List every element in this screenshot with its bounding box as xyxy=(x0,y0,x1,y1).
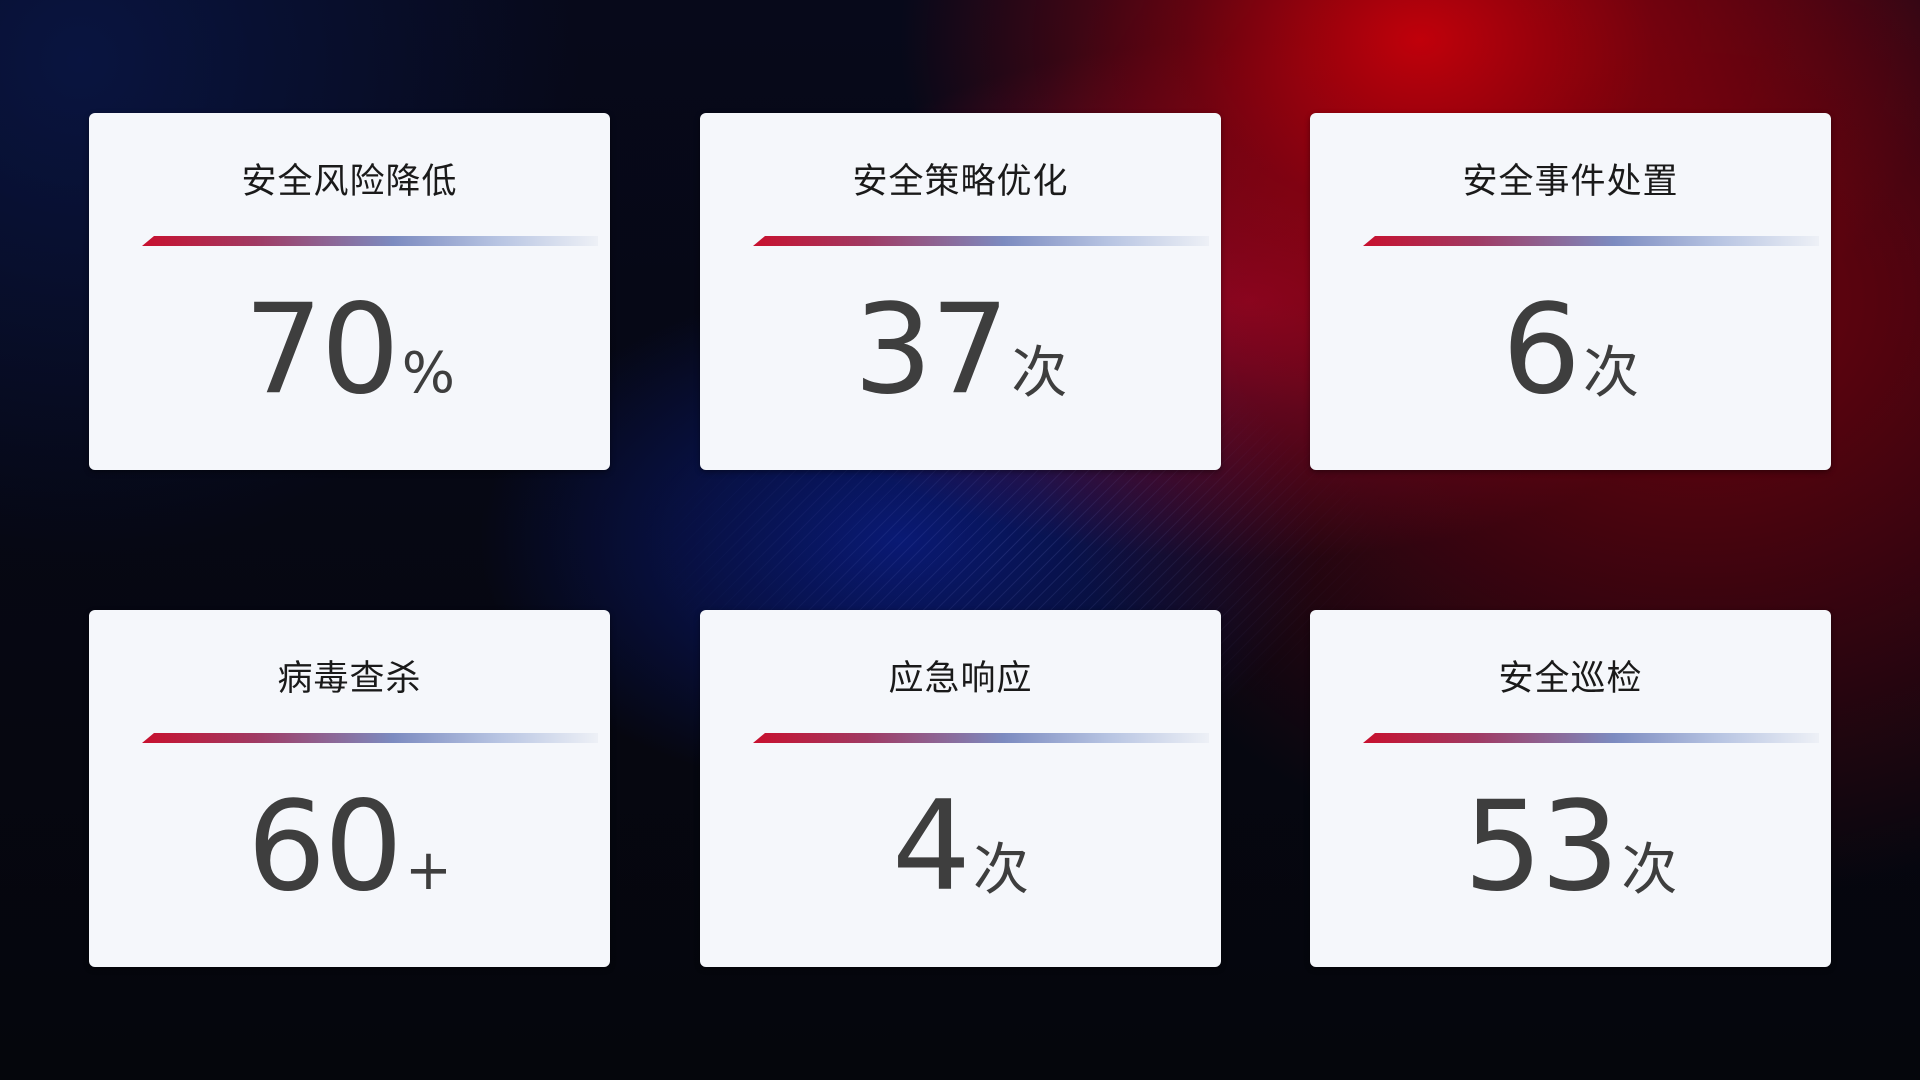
card-title: 应急响应 xyxy=(888,659,1033,699)
card-title: 安全策略优化 xyxy=(852,162,1069,202)
value-number: 60 xyxy=(247,775,403,919)
value-number: 4 xyxy=(892,775,971,919)
stat-card-security-inspection: 安全巡检 53次 xyxy=(1310,610,1831,967)
card-title: 安全事件处置 xyxy=(1462,162,1679,202)
gradient-divider xyxy=(1363,733,1819,743)
stat-card-risk-reduction: 安全风险降低 70% xyxy=(89,113,610,470)
gradient-divider xyxy=(1363,236,1819,246)
stat-card-incident-handling: 安全事件处置 6次 xyxy=(1310,113,1831,470)
value-unit: 次 xyxy=(1582,341,1639,406)
gradient-divider xyxy=(753,733,1209,743)
gradient-divider xyxy=(142,733,598,743)
value-number: 70 xyxy=(243,278,400,422)
value-number: 6 xyxy=(1502,278,1581,422)
stat-card-policy-optimization: 安全策略优化 37次 xyxy=(700,113,1221,470)
stat-card-emergency-response: 应急响应 4次 xyxy=(700,610,1221,967)
card-value: 4次 xyxy=(700,775,1221,919)
value-unit: 次 xyxy=(972,838,1029,903)
value-number: 53 xyxy=(1463,775,1620,919)
value-unit: 次 xyxy=(1011,341,1068,406)
value-number: 37 xyxy=(853,278,1010,422)
value-unit: + xyxy=(404,838,452,903)
gradient-divider xyxy=(142,236,598,246)
gradient-divider xyxy=(753,236,1209,246)
card-value: 60+ xyxy=(89,775,610,919)
value-unit: 次 xyxy=(1621,838,1678,903)
card-title: 安全巡检 xyxy=(1498,659,1643,699)
card-value: 6次 xyxy=(1310,278,1831,422)
card-value: 70% xyxy=(89,278,610,422)
card-title: 安全风险降低 xyxy=(241,162,458,202)
card-value: 53次 xyxy=(1310,775,1831,919)
stat-card-virus-removal: 病毒查杀 60+ xyxy=(89,610,610,967)
card-value: 37次 xyxy=(700,278,1221,422)
card-title: 病毒查杀 xyxy=(277,659,422,699)
value-unit: % xyxy=(401,341,455,406)
